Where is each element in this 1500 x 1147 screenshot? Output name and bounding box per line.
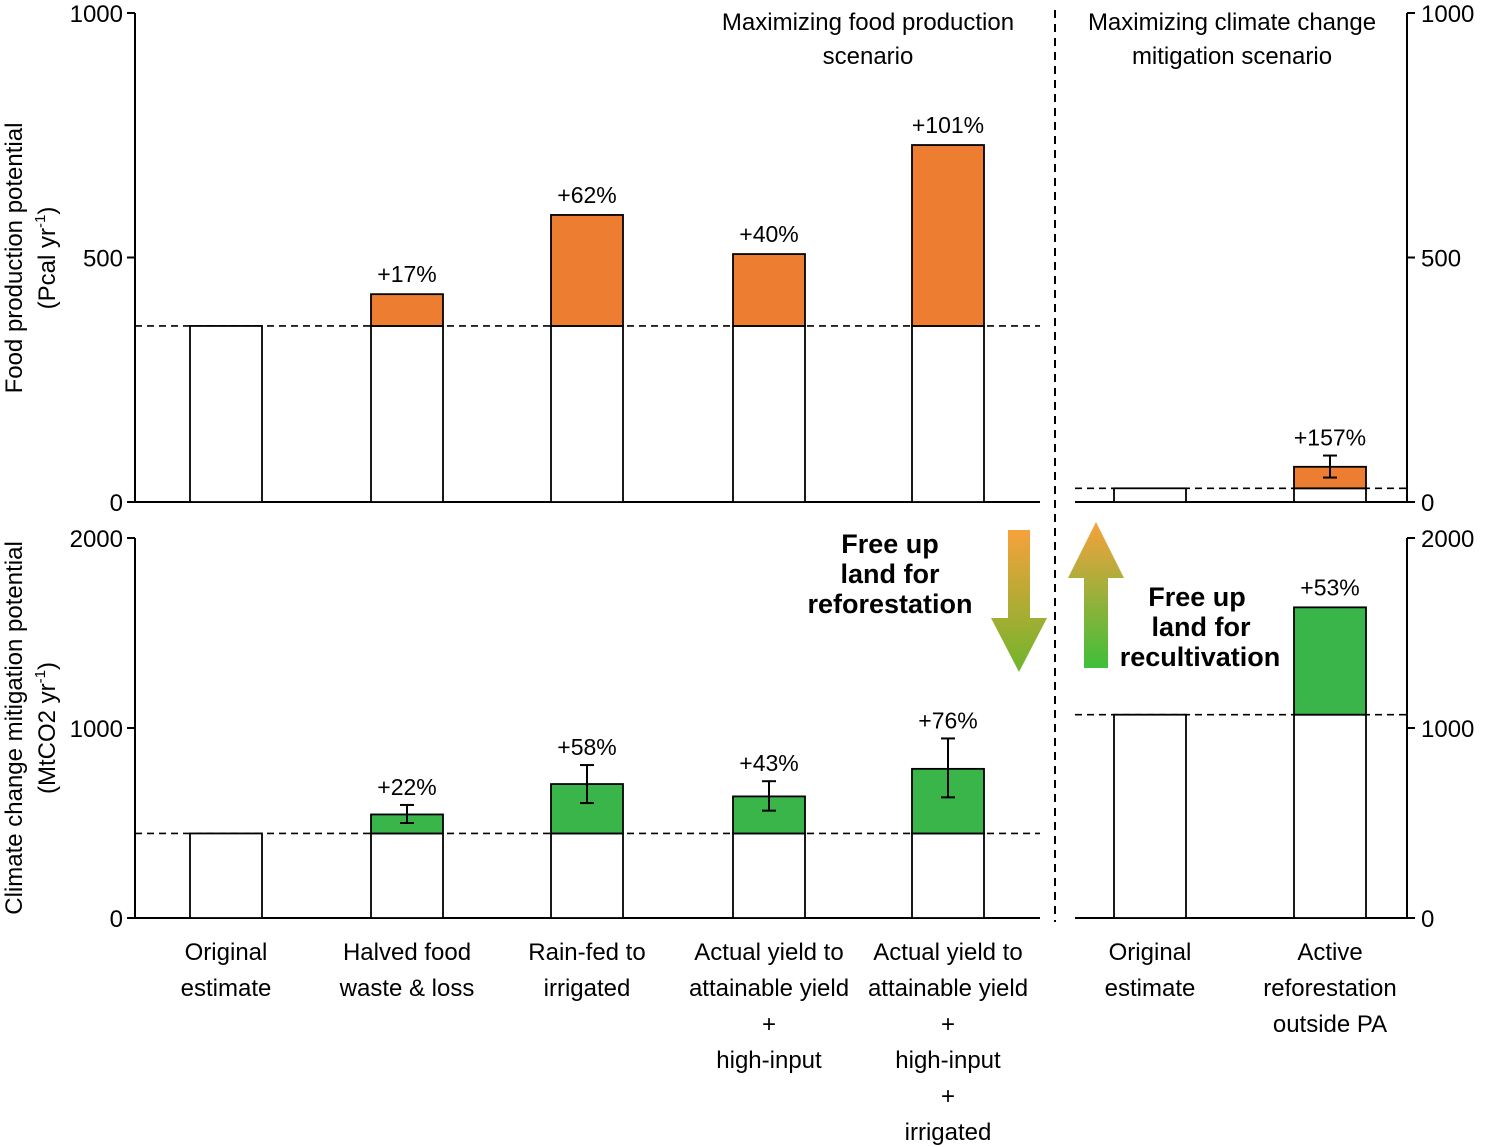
- category-label-line: +: [941, 1083, 955, 1110]
- climate-mitigation-food-bar-base: [189, 832, 263, 919]
- climate-mitigation-climate-bar-base: [1293, 713, 1367, 919]
- arrow-reforestation-line1: Free up: [841, 529, 939, 559]
- climate-mitigation-climate-bar-base: [1113, 713, 1187, 919]
- arrow-reforestation: Free up land for reforestation: [807, 529, 1047, 672]
- food-production-food-bar-increase: [370, 293, 444, 327]
- food-production-food-bar-increase: [550, 214, 624, 327]
- climate-mitigation-food-bar-base: [370, 832, 444, 919]
- arrow-reforestation-line3: reforestation: [807, 589, 972, 619]
- climate-ylabel-close: ): [34, 662, 61, 670]
- climate-mitigation-right-tick-label: 0: [1421, 906, 1434, 933]
- climate-ylabel-line2: (MtCO2 yr-1): [32, 662, 61, 794]
- food-ylabel-sup: -1: [32, 215, 49, 228]
- climate-ylabel-sup: -1: [32, 670, 49, 683]
- arrow-recultivation-line3: recultivation: [1120, 642, 1281, 672]
- climate-scenario-title-line2: mitigation scenario: [1132, 43, 1332, 70]
- food-production-right-tick-label: 500: [1421, 246, 1461, 273]
- category-label-line: reforestation: [1263, 975, 1396, 1002]
- category-label-line: Halved food: [343, 939, 471, 966]
- food-production-left-tick-label: 500: [83, 246, 123, 273]
- food-ylabel-unit: (Pcal yr: [34, 228, 61, 309]
- climate-mitigation-food-bar-base: [732, 832, 806, 919]
- category-label-line: Rain-fed to: [528, 939, 645, 966]
- food-production-food-pct-label: +101%: [912, 112, 984, 138]
- chart-marks: 0 500 1000 0 500 1000 +17% +62% +40% +101% +157% 0 1…: [70, 1, 1475, 1146]
- food-production-food-bar-base: [732, 325, 806, 503]
- climate-mitigation-food-bar-base: [911, 832, 985, 919]
- food-production-food-pct-label: +40%: [739, 221, 798, 247]
- food-production-left-tick-label: 1000: [70, 1, 123, 28]
- arrow-recultivation-line2: land for: [1152, 612, 1251, 642]
- food-production-right-tick-label: 1000: [1421, 1, 1474, 28]
- food-production-food-bar-base: [550, 325, 624, 503]
- arrow-down-shape: [991, 530, 1047, 672]
- climate-mitigation-climate-bar-increase: [1293, 606, 1367, 716]
- food-production-food-bar-base: [370, 325, 444, 503]
- food-production-food-bar-base: [189, 325, 263, 503]
- food-ylabel-line1: Food production potential: [1, 123, 28, 394]
- category-label-line: Active: [1297, 939, 1362, 966]
- climate-ylabel-unit: (MtCO2 yr: [34, 683, 61, 794]
- climate-mitigation-left-tick-label: 0: [110, 906, 123, 933]
- food-production-food-bar-base: [911, 325, 985, 503]
- category-label-line: Actual yield to: [694, 939, 843, 966]
- arrow-up-shape: [1068, 522, 1124, 668]
- climate-mitigation-food-pct-label: +58%: [557, 734, 616, 760]
- category-label-line: Actual yield to: [873, 939, 1022, 966]
- arrow-recultivation-line1: Free up: [1148, 582, 1246, 612]
- category-label-line: +: [762, 1011, 776, 1038]
- food-ylabel-close: ): [34, 207, 61, 215]
- food-production-food-pct-label: +17%: [377, 261, 436, 287]
- food-scenario-title-line2: scenario: [823, 43, 914, 70]
- category-label-line: Original: [185, 939, 268, 966]
- climate-mitigation-food-pct-label: +76%: [918, 707, 977, 733]
- food-production-climate-bar-base: [1293, 487, 1367, 503]
- climate-mitigation-left-tick-label: 1000: [70, 716, 123, 743]
- arrow-reforestation-line2: land for: [841, 559, 940, 589]
- category-label-line: outside PA: [1273, 1011, 1387, 1038]
- food-production-right-tick-label: 0: [1421, 490, 1434, 517]
- category-label-line: irrigated: [905, 1119, 992, 1146]
- arrow-recultivation: Free up land for recultivation: [1068, 522, 1280, 672]
- category-label-line: high-input: [895, 1047, 1001, 1074]
- climate-mitigation-food-bar-base: [550, 832, 624, 919]
- category-label-line: estimate: [1105, 975, 1196, 1002]
- category-label-line: attainable yield: [868, 975, 1028, 1002]
- food-production-food-bar-increase: [732, 253, 806, 327]
- climate-mitigation-right-tick-label: 2000: [1421, 526, 1474, 553]
- climate-scenario-title-line1: Maximizing climate change: [1088, 9, 1376, 36]
- food-ylabel-line2: (Pcal yr-1): [32, 207, 61, 310]
- category-label-line: irrigated: [544, 975, 631, 1002]
- climate-mitigation-food-pct-label: +43%: [739, 750, 798, 776]
- climate-mitigation-food-pct-label: +22%: [377, 774, 436, 800]
- category-label-line: estimate: [181, 975, 272, 1002]
- category-label-line: attainable yield: [689, 975, 849, 1002]
- climate-mitigation-climate-pct-label: +53%: [1300, 574, 1359, 600]
- category-label-line: waste & loss: [339, 975, 475, 1002]
- food-production-climate-bar-base: [1113, 487, 1187, 503]
- food-production-food-bar-increase: [911, 144, 985, 327]
- category-label-line: high-input: [716, 1047, 822, 1074]
- climate-mitigation-left-tick-label: 2000: [70, 526, 123, 553]
- category-label-line: Original: [1109, 939, 1192, 966]
- food-scenario-title-line1: Maximizing food production: [722, 9, 1014, 36]
- climate-mitigation-right-tick-label: 1000: [1421, 716, 1474, 743]
- food-production-left-tick-label: 0: [110, 490, 123, 517]
- climate-ylabel-line1: Climate change mitigation potential: [1, 541, 28, 915]
- food-production-climate-pct-label: +157%: [1294, 425, 1366, 451]
- category-label-line: +: [941, 1011, 955, 1038]
- food-production-food-pct-label: +62%: [557, 182, 616, 208]
